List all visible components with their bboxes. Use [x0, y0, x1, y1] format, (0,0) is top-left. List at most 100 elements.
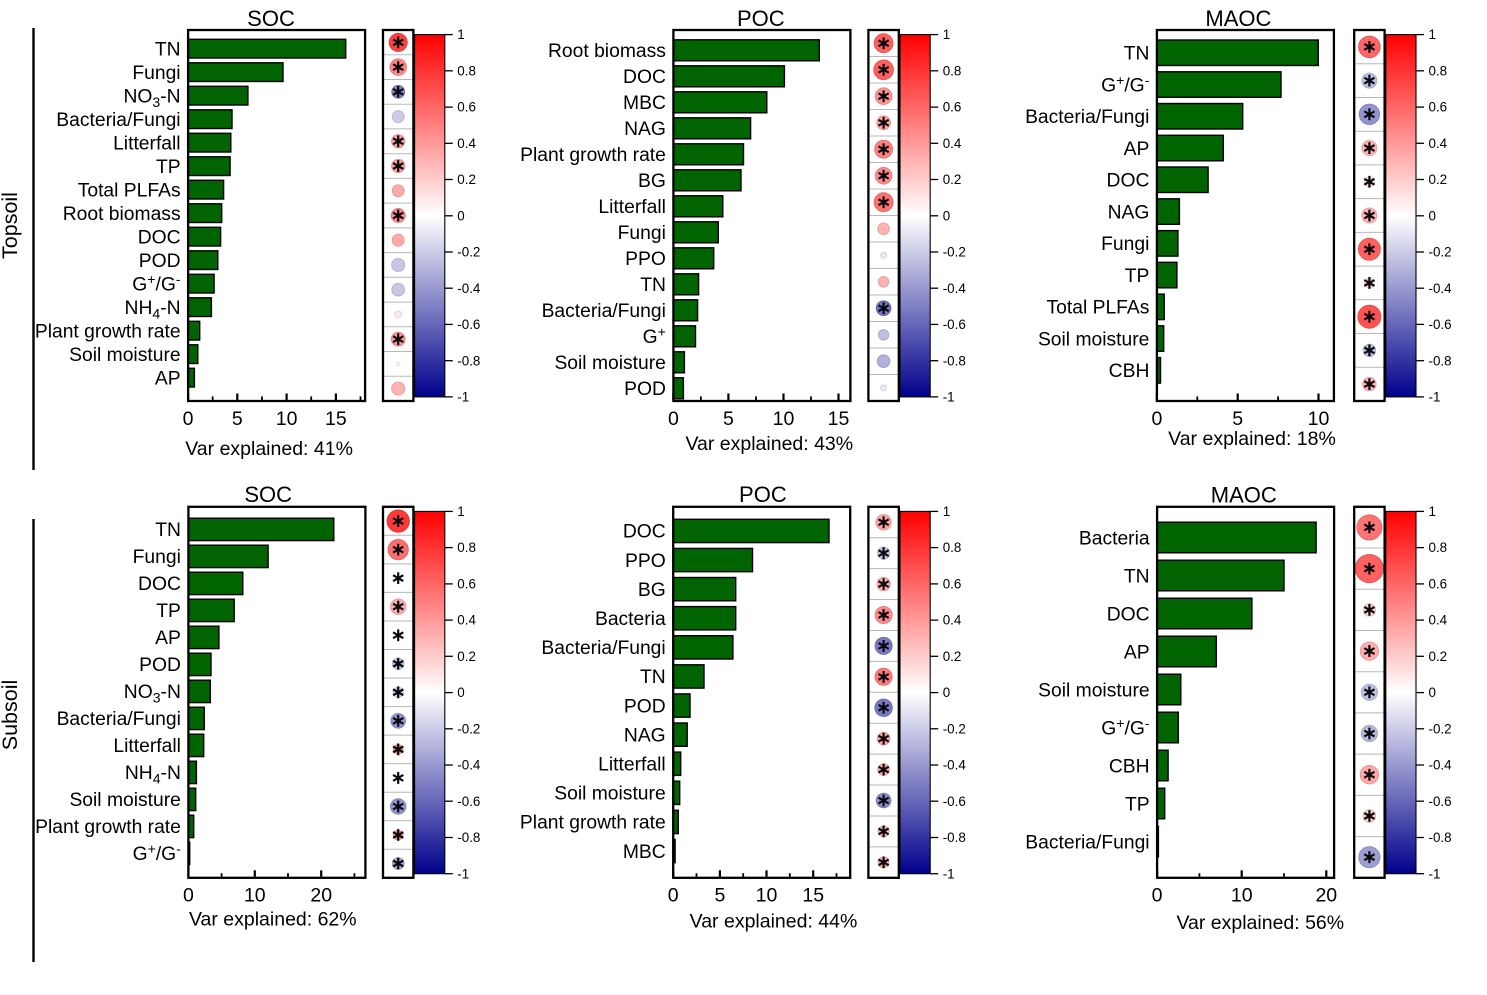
svg-text:NO3-N: NO3-N [124, 682, 181, 706]
svg-text:PPO: PPO [625, 249, 666, 270]
svg-text:-0.4: -0.4 [943, 758, 967, 773]
svg-text:POD: POD [139, 655, 181, 676]
svg-text:0: 0 [943, 685, 950, 700]
svg-text:-0.6: -0.6 [457, 317, 480, 332]
svg-text:-0.6: -0.6 [943, 794, 966, 809]
svg-text:10: 10 [756, 885, 778, 907]
svg-text:Bacteria: Bacteria [1079, 528, 1150, 549]
svg-text:Litterfall: Litterfall [113, 736, 181, 757]
svg-text:-0.6: -0.6 [1429, 794, 1452, 809]
svg-text:TN: TN [155, 39, 181, 60]
svg-text:0: 0 [183, 885, 194, 907]
svg-text:Soil moisture: Soil moisture [1038, 329, 1149, 350]
svg-text:BG: BG [638, 580, 666, 601]
svg-text:DOC: DOC [623, 522, 666, 543]
svg-text:-1: -1 [1429, 866, 1441, 881]
svg-text:G+/G-: G+/G- [133, 841, 182, 866]
svg-text:1: 1 [1429, 504, 1436, 519]
svg-text:TN: TN [640, 275, 666, 296]
svg-text:0: 0 [668, 885, 679, 907]
svg-text:0.2: 0.2 [1429, 172, 1448, 187]
svg-text:-0.4: -0.4 [457, 758, 481, 773]
svg-text:1: 1 [457, 27, 464, 42]
svg-text:Litterfall: Litterfall [598, 197, 666, 218]
svg-text:-0.2: -0.2 [457, 245, 480, 260]
svg-text:NAG: NAG [1108, 202, 1150, 223]
svg-text:0: 0 [1429, 685, 1436, 700]
svg-text:-0.2: -0.2 [457, 721, 480, 736]
svg-text:-0.2: -0.2 [1429, 245, 1452, 260]
svg-text:15: 15 [802, 885, 824, 907]
svg-text:-0.8: -0.8 [943, 830, 966, 845]
svg-text:15: 15 [325, 408, 347, 430]
svg-text:15: 15 [828, 408, 850, 430]
svg-text:0.4: 0.4 [1429, 613, 1448, 628]
svg-text:Var explained: 18%: Var explained: 18% [1168, 428, 1336, 450]
svg-text:0.8: 0.8 [1429, 540, 1448, 555]
svg-text:-0.6: -0.6 [1429, 317, 1452, 332]
svg-text:Bacteria/Fungi: Bacteria/Fungi [1025, 107, 1149, 128]
svg-text:MAOC: MAOC [1205, 6, 1271, 31]
svg-text:Bacteria/Fungi: Bacteria/Fungi [1025, 832, 1149, 853]
svg-text:0.6: 0.6 [1429, 100, 1448, 115]
svg-text:Soil moisture: Soil moisture [69, 790, 180, 811]
svg-text:Var explained: 62%: Var explained: 62% [189, 909, 357, 931]
svg-text:0.8: 0.8 [457, 540, 476, 555]
svg-text:MBC: MBC [623, 93, 666, 114]
svg-text:G+: G+ [643, 324, 666, 349]
svg-text:0.4: 0.4 [943, 613, 962, 628]
svg-text:-0.4: -0.4 [943, 281, 967, 296]
svg-text:0.6: 0.6 [457, 577, 476, 592]
svg-text:0.2: 0.2 [1429, 649, 1448, 664]
svg-text:0.6: 0.6 [457, 100, 476, 115]
svg-text:0: 0 [183, 408, 194, 430]
svg-text:AP: AP [155, 628, 181, 649]
svg-text:G+/G-: G+/G- [132, 271, 181, 296]
svg-text:SOC: SOC [244, 482, 292, 507]
svg-text:-0.4: -0.4 [1429, 758, 1453, 773]
svg-text:-0.8: -0.8 [457, 830, 480, 845]
svg-text:Total PLFAs: Total PLFAs [78, 181, 181, 202]
svg-text:-1: -1 [1429, 390, 1441, 405]
svg-text:-0.2: -0.2 [943, 721, 966, 736]
svg-text:BG: BG [638, 171, 666, 192]
svg-text:0: 0 [1151, 408, 1162, 430]
svg-text:Topsoil: Topsoil [0, 192, 22, 259]
svg-text:POC: POC [737, 6, 785, 31]
svg-text:0: 0 [668, 408, 679, 430]
svg-text:Soil moisture: Soil moisture [1038, 680, 1149, 701]
svg-text:20: 20 [310, 885, 332, 907]
svg-text:0.4: 0.4 [1429, 136, 1448, 151]
svg-text:POC: POC [739, 482, 787, 507]
svg-text:-1: -1 [457, 390, 469, 405]
svg-text:0.8: 0.8 [457, 63, 476, 78]
svg-text:0: 0 [1429, 208, 1436, 223]
svg-text:0.8: 0.8 [943, 540, 962, 555]
svg-text:NH4-N: NH4-N [125, 298, 181, 322]
svg-text:DOC: DOC [1107, 604, 1150, 625]
svg-text:POD: POD [139, 251, 181, 272]
svg-text:NAG: NAG [624, 119, 666, 140]
svg-text:-0.8: -0.8 [943, 353, 966, 368]
svg-text:Plant growth rate: Plant growth rate [520, 813, 666, 834]
svg-text:Var explained: 56%: Var explained: 56% [1176, 912, 1344, 934]
svg-text:-0.8: -0.8 [1429, 830, 1452, 845]
svg-text:DOC: DOC [138, 574, 181, 595]
svg-text:NO3-N: NO3-N [123, 86, 180, 110]
svg-text:0.2: 0.2 [457, 172, 476, 187]
svg-text:PPO: PPO [625, 551, 666, 572]
svg-text:Plant growth rate: Plant growth rate [520, 145, 666, 166]
svg-text:TN: TN [1124, 566, 1150, 587]
svg-text:TN: TN [155, 520, 181, 541]
svg-text:NAG: NAG [624, 725, 666, 746]
svg-text:1: 1 [943, 27, 950, 42]
svg-text:SOC: SOC [247, 6, 295, 31]
svg-text:0.2: 0.2 [943, 172, 962, 187]
svg-text:Litterfall: Litterfall [598, 755, 666, 776]
svg-text:1: 1 [1429, 27, 1436, 42]
svg-text:Var explained: 44%: Var explained: 44% [690, 910, 858, 932]
svg-text:Total PLFAs: Total PLFAs [1047, 298, 1150, 319]
svg-text:DOC: DOC [623, 67, 666, 88]
svg-text:0.4: 0.4 [457, 613, 476, 628]
svg-text:10: 10 [276, 408, 298, 430]
